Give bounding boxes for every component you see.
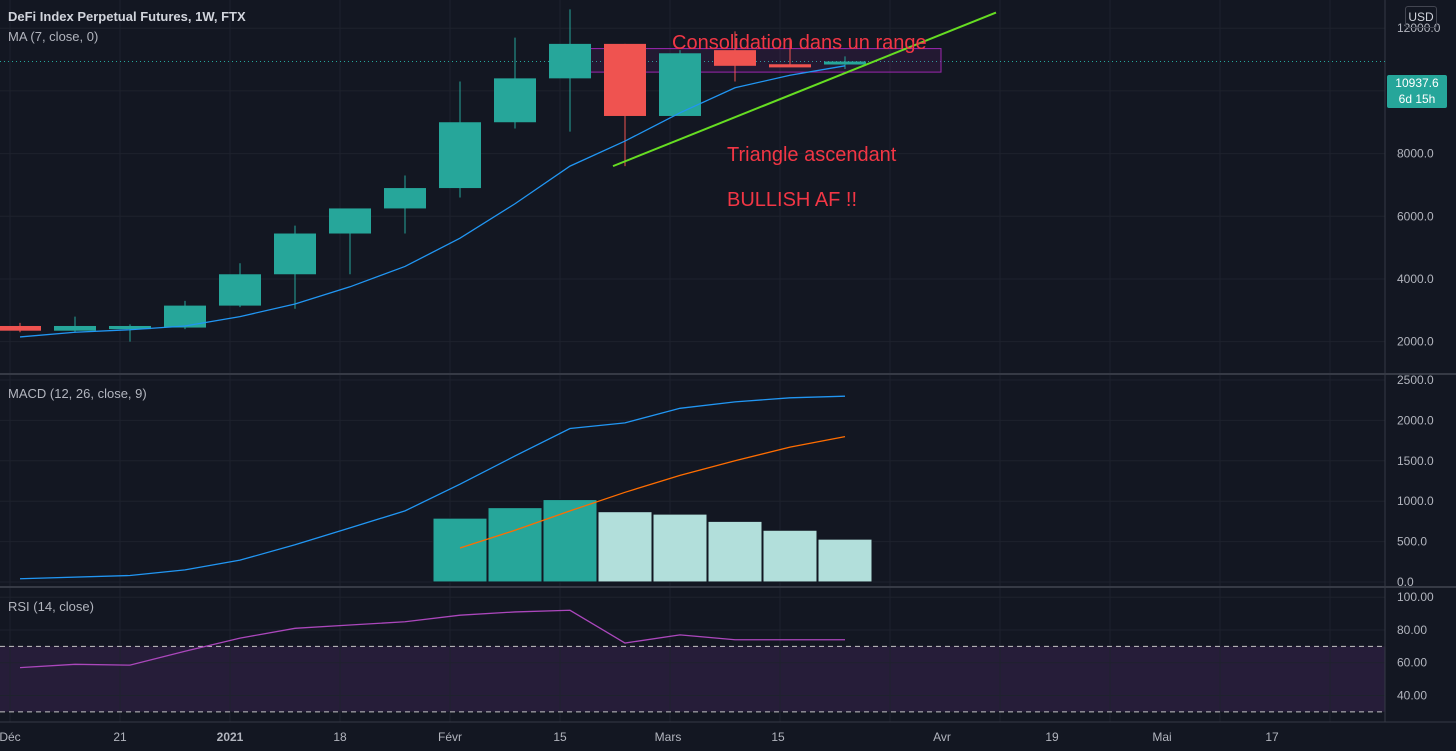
x-tick-label: 2021: [217, 730, 244, 744]
x-tick-label: Mars: [655, 730, 682, 744]
macd-histogram-bar: [817, 538, 873, 583]
currency-button[interactable]: USD: [1405, 6, 1437, 28]
x-tick-label: Déc: [0, 730, 21, 744]
last-price-value: 10937.6: [1395, 76, 1439, 90]
price-y-tick-label: 6000.0: [1397, 209, 1434, 223]
macd-y-tick-label: 1000.0: [1397, 494, 1434, 508]
annotation-triangle[interactable]: Triangle ascendant: [727, 144, 897, 166]
candle-body: [659, 53, 701, 116]
candle-body: [54, 325, 96, 331]
x-tick-label: 17: [1265, 730, 1279, 744]
macd-line: [19, 395, 846, 580]
x-tick-label: Févr: [438, 730, 462, 744]
last-price-tag: 10937.6 6d 15h: [1387, 75, 1447, 108]
candle-body: [219, 274, 261, 306]
price-y-tick-label: 2000.0: [1397, 335, 1434, 349]
rsi-y-tick-label: 80.00: [1397, 623, 1427, 637]
x-tick-label: 19: [1045, 730, 1059, 744]
x-tick-label: 21: [113, 730, 127, 744]
candle-body: [164, 305, 206, 328]
macd-y-tick-label: 0.0: [1397, 575, 1414, 589]
rsi-line: [19, 609, 845, 669]
macd-indicator-label[interactable]: MACD (12, 26, close, 9): [8, 386, 147, 401]
macd-y-tick-label: 2000.0: [1397, 413, 1434, 427]
candle-body: [494, 78, 536, 123]
x-tick-label: 15: [553, 730, 567, 744]
x-tick-label: Mai: [1152, 730, 1171, 744]
macd-y-tick-label: 500.0: [1397, 535, 1427, 549]
candle-body: [604, 43, 646, 116]
ma-line: [19, 65, 846, 338]
rsi-y-tick-label: 100.00: [1397, 590, 1434, 604]
candle-body: [714, 50, 756, 66]
macd-histogram-bar: [652, 513, 708, 583]
macd-histogram-bar: [487, 507, 543, 583]
macd-histogram-bar: [707, 520, 763, 583]
candle-body: [0, 325, 41, 331]
price-y-tick-label: 12000.0: [1397, 21, 1441, 35]
candle-body: [109, 325, 151, 330]
candle-body: [769, 64, 811, 68]
price-y-tick-label: 4000.0: [1397, 272, 1434, 286]
x-tick-label: 18: [333, 730, 347, 744]
bar-countdown: 6d 15h: [1398, 92, 1436, 106]
rsi-y-tick-label: 40.00: [1397, 688, 1427, 702]
rsi-indicator-label[interactable]: RSI (14, close): [8, 599, 94, 614]
macd-histogram-bar: [432, 517, 488, 583]
candle-body: [439, 122, 481, 189]
rsi-y-tick-label: 60.00: [1397, 656, 1427, 670]
candle-body: [824, 61, 866, 65]
ascending-trendline: [612, 11, 997, 168]
annotation-bullish[interactable]: BULLISH AF !!: [727, 189, 858, 211]
macd-y-tick-label: 1500.0: [1397, 454, 1434, 468]
annotation-range[interactable]: Consolidation dans un range: [672, 32, 927, 54]
candle-body: [274, 233, 316, 275]
macd-histogram-bar: [597, 511, 653, 583]
price-y-tick-label: 8000.0: [1397, 147, 1434, 161]
x-tick-label: 15: [771, 730, 785, 744]
macd-y-tick-label: 2500.0: [1397, 373, 1434, 387]
ma-indicator-label[interactable]: MA (7, close, 0): [8, 29, 99, 44]
rsi-band-fill: [0, 646, 1385, 712]
candle-body: [384, 188, 426, 209]
candle-body: [329, 208, 371, 234]
signal-line: [459, 435, 846, 549]
candle-body: [549, 43, 591, 79]
chart-title: DeFi Index Perpetual Futures, 1W, FTX: [8, 9, 246, 24]
macd-histogram-bar: [542, 499, 598, 583]
x-tick-label: Avr: [933, 730, 951, 744]
macd-histogram-bar: [762, 529, 818, 583]
